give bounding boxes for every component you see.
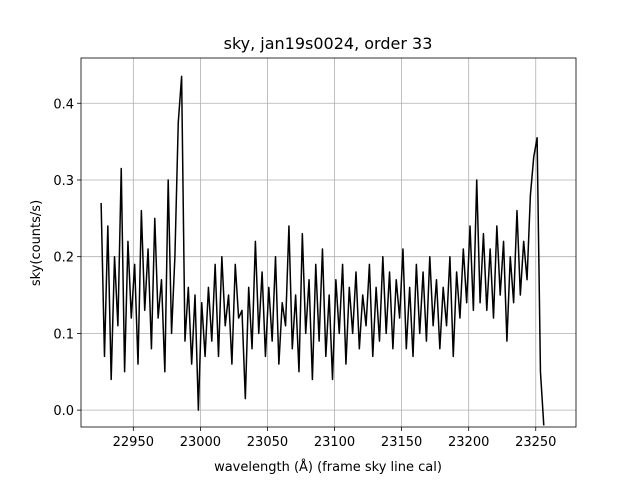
x-tick-label: 23000 <box>180 435 221 450</box>
x-tick-label: 22950 <box>113 435 154 450</box>
y-tick-label: 0.1 <box>53 327 74 342</box>
x-tick-label: 23150 <box>381 435 422 450</box>
y-tick-label: 0.0 <box>53 404 74 419</box>
y-tick-label: 0.3 <box>53 174 74 189</box>
chart-title: sky, jan19s0024, order 33 <box>224 34 433 53</box>
line <box>100 75 545 426</box>
x-tick-label: 23250 <box>515 435 556 450</box>
y-tick-label: 0.2 <box>53 251 74 266</box>
x-axis-label: wavelength (Å) (frame sky line cal) <box>214 459 442 475</box>
x-tick-label: 23050 <box>247 435 288 450</box>
y-tick-label: 0.4 <box>53 97 74 112</box>
y-axis-label: sky(counts/s) <box>29 200 44 286</box>
x-tick-label: 23200 <box>448 435 489 450</box>
x-tick-label: 23100 <box>314 435 355 450</box>
plot-frame <box>80 57 577 428</box>
